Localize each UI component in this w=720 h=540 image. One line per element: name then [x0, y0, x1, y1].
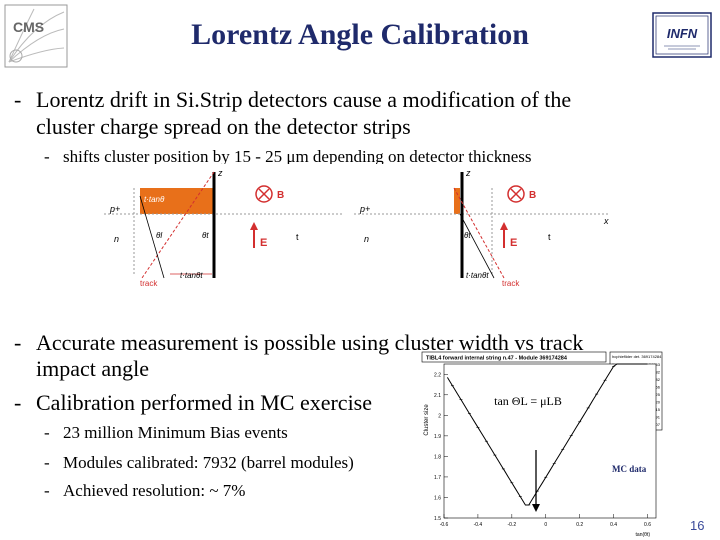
sub-bullet-text: Achieved resolution: ~ 7%	[63, 481, 246, 500]
diagram-right-panel: z B E t x p+ n θt t·tanθt track	[354, 168, 609, 288]
cluster-size-plot: TIBL4 forward internal string n.47 - Mod…	[418, 350, 664, 538]
sub-bullet-dash: -	[44, 147, 50, 166]
fit-curve	[446, 363, 648, 506]
ttan-top-label: t·tanθ	[144, 195, 165, 204]
y-tick-label: 2	[438, 413, 441, 419]
y-tick-label: 1.6	[434, 495, 441, 501]
x-tick-label: -0.6	[440, 522, 449, 528]
infn-logo: INFN	[652, 12, 712, 58]
x-tick-label: -0.2	[508, 522, 517, 528]
sub-bullet-text: 23 million Minimum Bias events	[63, 423, 288, 442]
svg-text:track: track	[502, 279, 520, 288]
lorentz-drift-diagram: z B E t p+ n t·tanθ θl θt t·tanθt track …	[104, 168, 609, 288]
y-tick-label: 1.5	[434, 516, 441, 522]
plot-ylabel: Cluster size	[424, 404, 430, 436]
page-number: 16	[690, 518, 705, 533]
slide-title: Lorentz Angle Calibration	[191, 18, 529, 51]
n-region-label: n	[114, 234, 119, 244]
sub-bullet-dash: -	[44, 481, 50, 500]
plot-frame	[443, 363, 657, 519]
infn-logo-text: INFN	[667, 26, 698, 41]
svg-text:θt: θt	[464, 231, 471, 240]
bullet-text: Lorentz drift in Si.Strip detectors caus…	[36, 87, 572, 112]
x-tick-label: 0	[544, 522, 547, 528]
data-points	[450, 366, 616, 506]
sub-bullet-dash: -	[44, 423, 50, 442]
plot-xlabel: tan(θt)	[636, 532, 651, 538]
svg-text:z: z	[465, 168, 471, 178]
svg-text:t·tanθt: t·tanθt	[466, 271, 489, 280]
svg-text:p+: p+	[359, 204, 370, 214]
formula-box	[484, 390, 572, 410]
svg-text:E: E	[510, 237, 517, 249]
bullet-text: cluster charge spread on the detector st…	[36, 114, 411, 139]
p-region-label: p+	[109, 204, 120, 214]
svg-text:x: x	[603, 216, 609, 226]
bullet-dash: -	[14, 87, 22, 112]
plot-title: TIBL4 forward internal string n.47 - Mod…	[426, 356, 568, 362]
cms-logo-text: CMS	[13, 19, 44, 35]
theta-l-label: θl	[156, 231, 162, 240]
bullet-dash: -	[14, 390, 22, 415]
sub-bullet-text: shifts cluster position by 15 - 25 μm de…	[63, 147, 532, 164]
bullet-dash: -	[14, 330, 22, 355]
svg-text:t: t	[548, 232, 551, 242]
y-tick-label: 1.7	[434, 475, 441, 481]
b-field-label: B	[277, 190, 284, 201]
track-label: track	[140, 279, 158, 288]
x-tick-label: 0.6	[644, 522, 651, 528]
lorentz-formula: tan ΘL = μLB	[494, 394, 562, 408]
cms-logo: CMS	[4, 4, 68, 68]
y-tick-label: 1.8	[434, 454, 441, 460]
stats-title: hcphieflider det. 369174284	[612, 354, 662, 359]
y-tick-label: 1.9	[434, 434, 441, 440]
x-tick-label: 0.2	[576, 522, 583, 528]
thickness-label: t	[296, 232, 299, 242]
sub-bullet-dash: -	[44, 453, 50, 472]
bullet-text: impact angle	[36, 356, 150, 381]
svg-text:n: n	[364, 234, 369, 244]
theta-t-label: θt	[202, 231, 209, 240]
b-field-icon	[255, 185, 273, 203]
sub-bullet-text: Modules calibrated: 7932 (barrel modules…	[63, 453, 354, 472]
mc-data-label: MC data	[612, 464, 647, 474]
svg-text:B: B	[529, 190, 536, 201]
bullet-text: Calibration performed in MC exercise	[36, 390, 373, 415]
charge-spread-region	[140, 188, 214, 214]
ttan-bottom-label: t·tanθt	[180, 271, 203, 280]
x-ticks: -0.6 -0.4 -0.2 0 0.2 0.4 0.6	[440, 514, 651, 528]
x-tick-label: -0.4	[474, 522, 483, 528]
y-tick-label: 2.2	[434, 372, 441, 378]
e-field-label: E	[260, 237, 267, 249]
x-tick-label: 0.4	[610, 522, 617, 528]
y-tick-label: 2.1	[434, 393, 441, 399]
z-label: z	[217, 168, 223, 178]
y-ticks: 2.2 2.1 2 1.9 1.8 1.7 1.6 1.5	[434, 372, 448, 522]
diagram-left-panel: z B E t p+ n t·tanθ θl θt t·tanθt track	[104, 168, 344, 288]
